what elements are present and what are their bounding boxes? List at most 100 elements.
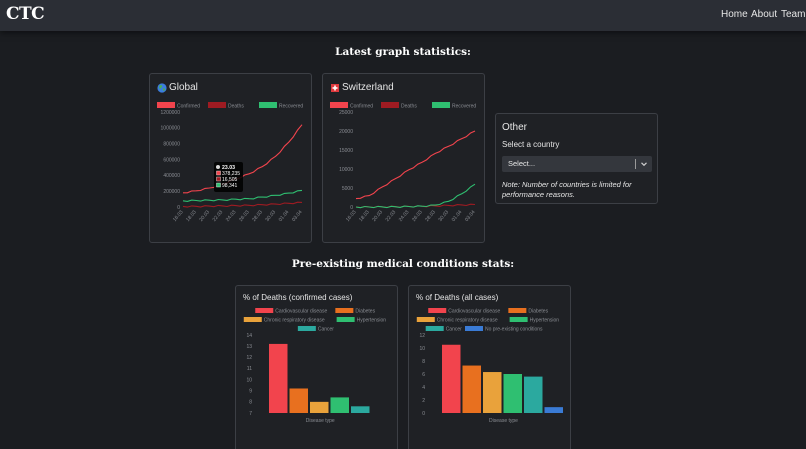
legend-swatch-chronic-respiratory-disease <box>416 317 435 322</box>
bar-chronic-respiratory-disease <box>483 372 502 413</box>
y-tick-1200000: 1200000 <box>161 110 181 116</box>
legend-label-chronic-respiratory-disease: Chronic respiratory disease <box>437 318 498 324</box>
nav-home-link[interactable]: Home <box>721 9 748 20</box>
legend-swatch-recovered <box>259 102 277 108</box>
y-tick-8: 8 <box>249 400 252 406</box>
deaths-all-title: % of Deaths (all cases) <box>416 293 499 302</box>
y-tick-9: 9 <box>249 389 252 395</box>
y-tick-0: 0 <box>350 205 353 211</box>
legend-swatch-no-pre-existing-conditions <box>465 326 483 331</box>
legend-label-confirmed: Confirmed <box>177 104 200 110</box>
y-tick-14: 14 <box>246 333 252 339</box>
legend-label-confirmed: Confirmed <box>350 104 373 110</box>
bar-cardiovascular-disease <box>269 343 288 413</box>
chevron-down-icon[interactable] <box>639 159 649 169</box>
y-tick-10000: 10000 <box>339 167 353 173</box>
tooltip-swatch-recovered <box>216 182 221 188</box>
tooltip-swatch-confirmed <box>216 170 221 176</box>
legend-swatch-hypertension <box>509 317 528 322</box>
y-tick-800000: 800000 <box>163 141 180 147</box>
legend-swatch-cardiovascular-disease <box>255 308 274 313</box>
x-tick-18-03: 18.03 <box>185 209 198 223</box>
x-tick-03-04: 03.04 <box>291 209 304 223</box>
y-tick-20000: 20000 <box>339 129 353 135</box>
legend-label-cancer: Cancer <box>446 327 462 333</box>
x-axis-label: Disease type <box>489 418 518 424</box>
nav-about-link[interactable]: About <box>751 9 778 20</box>
x-tick-03-04: 03.04 <box>464 209 477 223</box>
y-tick-0: 0 <box>177 205 180 211</box>
deaths-all-card: % of Deaths (all cases) Cardiovascular d… <box>408 285 571 449</box>
tooltip-value-deaths: 16,505 <box>222 177 238 183</box>
bar-cancer <box>351 406 370 413</box>
legend-label-recovered: Recovered <box>452 104 476 110</box>
legend-label-cancer: Cancer <box>318 327 334 333</box>
x-tick-26-03: 26.03 <box>411 209 424 223</box>
x-tick-28-03: 28.03 <box>424 209 437 223</box>
bar-cardiovascular-disease <box>442 344 461 413</box>
chart-tooltip <box>214 162 243 192</box>
deaths-confirmed-title: % of Deaths (confirmed cases) <box>243 293 353 302</box>
x-tick-26-03: 26.03 <box>238 209 251 223</box>
y-tick-6: 6 <box>422 372 425 378</box>
select-separator <box>635 159 636 169</box>
legend-swatch-deaths <box>381 102 399 108</box>
swiss-flag-icon <box>331 84 339 92</box>
bar-cancer <box>524 376 543 413</box>
bar-diabetes <box>462 365 481 413</box>
y-tick-0: 0 <box>422 411 425 417</box>
legend-swatch-diabetes <box>335 308 354 313</box>
y-tick-1000000: 1000000 <box>161 126 181 132</box>
country-select-value: Select... <box>508 159 536 168</box>
y-tick-7: 7 <box>249 411 252 417</box>
x-axis-label: Disease type <box>306 418 335 424</box>
preexisting-stats-heading: Pre-existing medical conditions stats: <box>291 258 515 270</box>
globe-icon <box>157 83 167 93</box>
global-chart-card: Global Confirmed Deaths Recovered 0 200000 40… <box>149 73 312 243</box>
legend-swatch-cancer <box>425 326 444 331</box>
tooltip-value-confirmed: 378,235 <box>222 171 240 177</box>
y-tick-5000: 5000 <box>342 186 353 192</box>
deaths-confirmed-card: % of Deaths (confirmed cases) Cardiovasc… <box>235 285 398 449</box>
deaths-all-bar-chart[interactable]: Cardiovascular disease Diabetes Chronic re… <box>409 304 572 444</box>
legend-swatch-cardiovascular-disease <box>428 308 447 313</box>
legend-swatch-cancer <box>297 326 316 331</box>
tooltip-swatch-deaths <box>216 176 221 182</box>
deaths-confirmed-bar-chart[interactable]: Cardiovascular disease Diabetes Chronic re… <box>236 304 399 444</box>
x-tick-22-03: 22.03 <box>212 209 225 223</box>
x-tick-16-03: 16.03 <box>345 209 358 223</box>
legend-swatch-hypertension <box>336 317 355 322</box>
y-tick-600000: 600000 <box>163 157 180 163</box>
nav-team-link[interactable]: Team <box>781 9 806 20</box>
global-line-chart[interactable]: Confirmed Deaths Recovered 0 200000 400000 600… <box>150 98 313 244</box>
legend-swatch-recovered <box>432 102 450 108</box>
y-tick-2: 2 <box>422 398 425 404</box>
x-tick-22-03: 22.03 <box>385 209 398 223</box>
x-tick-20-03: 20.03 <box>371 209 384 223</box>
y-tick-12: 12 <box>246 355 252 361</box>
series-line-confirmed <box>355 130 476 200</box>
brand-logo[interactable]: CTC <box>6 4 45 24</box>
tooltip-date: 23.03 <box>222 165 235 171</box>
x-tick-01-04: 01.04 <box>451 209 464 223</box>
switzerland-line-chart[interactable]: Confirmed Deaths Recovered 0 5000 10000 15000 2… <box>323 98 486 244</box>
legend-label-chronic-respiratory-disease: Chronic respiratory disease <box>264 318 325 324</box>
country-select[interactable]: Select... <box>502 156 652 172</box>
bar-no-pre-existing-conditions <box>544 407 563 413</box>
bar-chronic-respiratory-disease <box>310 401 329 413</box>
bar-diabetes <box>289 388 308 413</box>
x-tick-24-03: 24.03 <box>398 209 411 223</box>
x-tick-30-03: 30.03 <box>437 209 450 223</box>
bar-hypertension <box>330 397 349 413</box>
y-tick-13: 13 <box>246 344 252 350</box>
x-tick-18-03: 18.03 <box>358 209 371 223</box>
y-tick-8: 8 <box>422 359 425 365</box>
select-country-label: Select a country <box>502 140 560 149</box>
y-tick-10: 10 <box>246 377 252 383</box>
y-tick-200000: 200000 <box>163 189 180 195</box>
tooltip-value-recovered: 98,341 <box>222 183 238 189</box>
legend-label-cardiovascular-disease: Cardiovascular disease <box>448 309 500 315</box>
y-tick-15000: 15000 <box>339 148 353 154</box>
performance-note: Note: Number of countries is limited for… <box>502 180 632 199</box>
other-card-title: Other <box>502 122 528 133</box>
